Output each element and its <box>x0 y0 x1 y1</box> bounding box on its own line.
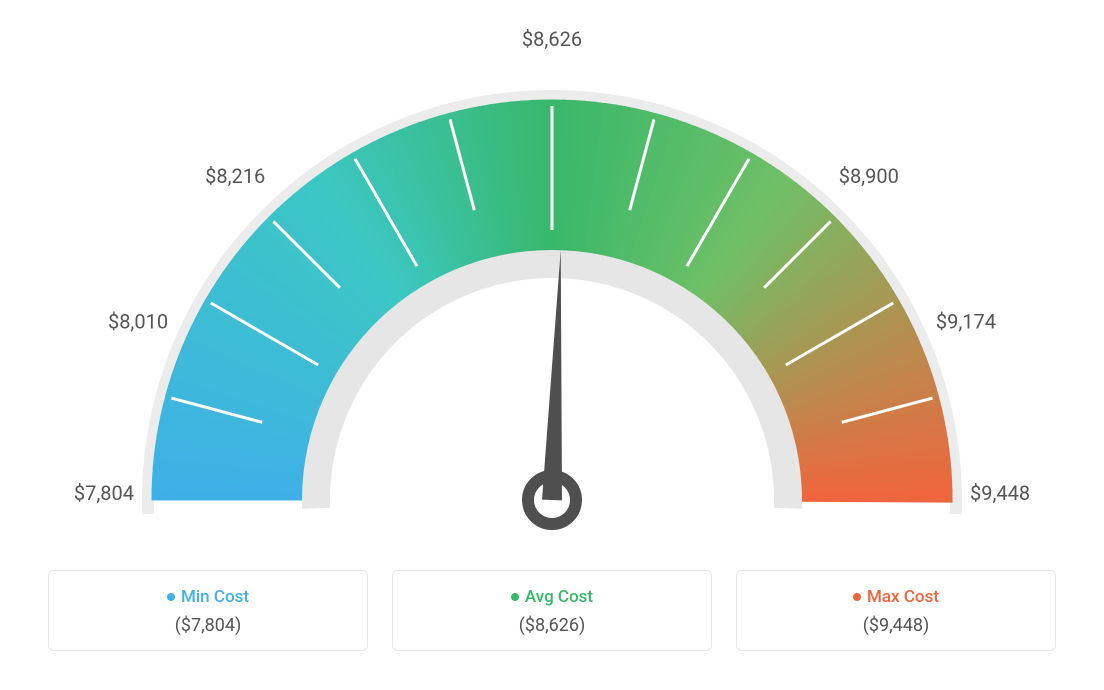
max-cost-card: Max Cost ($9,448) <box>736 570 1056 651</box>
max-cost-label: Max Cost <box>747 587 1045 607</box>
max-cost-label-text: Max Cost <box>867 587 939 607</box>
svg-text:$9,448: $9,448 <box>970 481 1030 505</box>
svg-text:$7,804: $7,804 <box>74 481 134 505</box>
max-cost-value: ($9,448) <box>747 615 1045 636</box>
svg-text:$8,900: $8,900 <box>839 164 899 188</box>
svg-text:$8,626: $8,626 <box>522 27 582 51</box>
avg-cost-label-text: Avg Cost <box>525 587 593 607</box>
svg-text:$8,216: $8,216 <box>205 164 265 188</box>
min-cost-label: Min Cost <box>59 587 357 607</box>
summary-cards: Min Cost ($7,804) Avg Cost ($8,626) Max … <box>40 570 1064 651</box>
svg-text:$8,010: $8,010 <box>108 310 168 334</box>
avg-cost-value: ($8,626) <box>403 615 701 636</box>
svg-text:$9,174: $9,174 <box>936 310 996 334</box>
avg-cost-card: Avg Cost ($8,626) <box>392 570 712 651</box>
min-cost-dot <box>167 593 175 601</box>
min-cost-value: ($7,804) <box>59 615 357 636</box>
avg-cost-dot <box>511 593 519 601</box>
avg-cost-label: Avg Cost <box>403 587 701 607</box>
min-cost-card: Min Cost ($7,804) <box>48 570 368 651</box>
chart-container: $7,804 $8,010 $8,216 $8,626 $8,900 $9,174 $9,4… <box>0 0 1104 690</box>
min-cost-label-text: Min Cost <box>181 587 249 607</box>
gauge-chart: $7,804 $8,010 $8,216 $8,626 $8,900 $9,174 $9,4… <box>40 20 1064 560</box>
max-cost-dot <box>853 593 861 601</box>
